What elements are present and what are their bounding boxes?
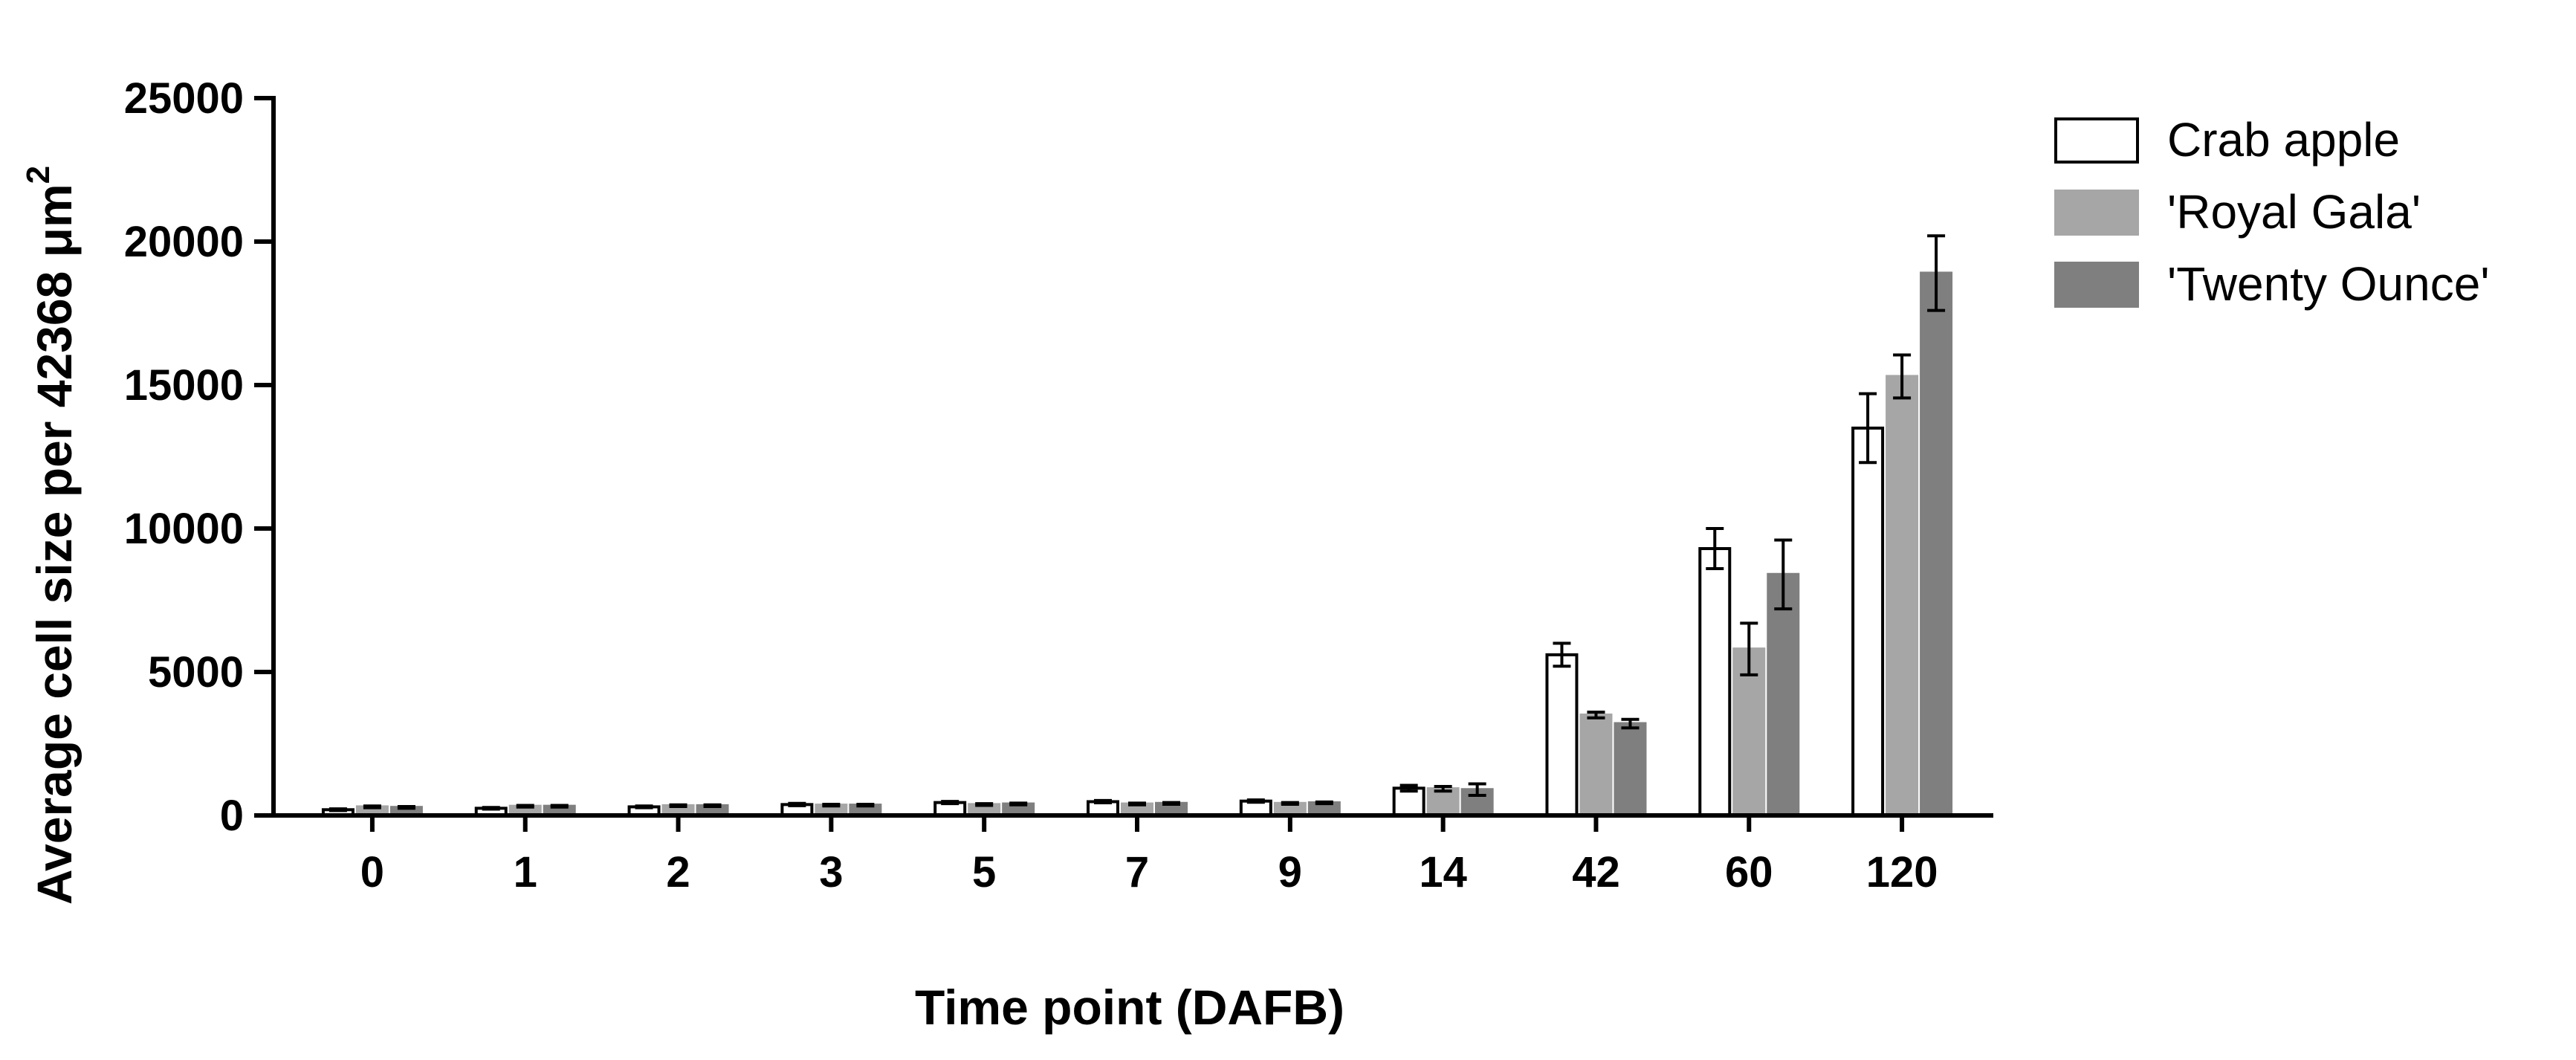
x-tick-label: 60 bbox=[1725, 848, 1773, 896]
y-tick-label: 0 bbox=[220, 792, 244, 840]
bar bbox=[1920, 271, 1953, 817]
legend-swatch bbox=[2054, 117, 2139, 164]
bar bbox=[1767, 572, 1800, 817]
x-tick-label: 7 bbox=[1125, 848, 1149, 896]
y-axis-title: Average cell size per 42368 μm2 bbox=[20, 166, 82, 905]
y-tick-label: 5000 bbox=[148, 648, 244, 697]
y-tick-label: 25000 bbox=[124, 74, 244, 123]
bars-layer bbox=[321, 271, 1953, 818]
y-axis-title-group: Average cell size per 42368 μm2 bbox=[20, 166, 82, 905]
legend-swatch bbox=[2054, 262, 2139, 308]
legend-label: 'Twenty Ounce' bbox=[2167, 257, 2490, 311]
bar bbox=[1851, 426, 1885, 817]
x-tick-label: 9 bbox=[1278, 848, 1302, 896]
y-tick-label: 20000 bbox=[124, 218, 244, 266]
x-tick-label: 120 bbox=[1866, 848, 1938, 896]
x-tick-label: 42 bbox=[1572, 848, 1620, 896]
x-tick-label: 5 bbox=[972, 848, 996, 896]
error-bars-layer bbox=[329, 234, 1946, 812]
x-tick-label: 2 bbox=[666, 848, 690, 896]
y-tick-label: 10000 bbox=[124, 505, 244, 553]
plot-area: 0 5000 10000 15000 20000 25000 0 1 2 3 5 7 9 14 42 60 1… bbox=[124, 74, 1993, 896]
bar bbox=[1614, 722, 1647, 817]
legend-label: Crab apple bbox=[2167, 113, 2400, 167]
y-axis-title-text: Average cell size per 42368 μm bbox=[27, 184, 82, 905]
legend: Crab apple 'Royal Gala' 'Twenty Ounce' bbox=[2054, 113, 2490, 311]
x-tick-label: 3 bbox=[819, 848, 843, 896]
legend-label: 'Royal Gala' bbox=[2167, 185, 2421, 239]
x-tick-label: 1 bbox=[514, 848, 537, 896]
legend-swatch bbox=[2054, 190, 2139, 236]
y-axis-title-superscript: 2 bbox=[20, 166, 56, 184]
bar bbox=[1886, 375, 1919, 818]
x-tick-label: 14 bbox=[1419, 848, 1467, 896]
bar bbox=[1579, 713, 1613, 818]
y-tick-label: 15000 bbox=[124, 361, 244, 410]
x-axis-title: Time point (DAFB) bbox=[915, 980, 1344, 1035]
y-axis-ticks: 0 5000 10000 15000 20000 25000 bbox=[124, 74, 274, 840]
bar bbox=[1426, 787, 1460, 818]
x-axis-ticks: 0 1 2 3 5 7 9 14 42 60 120 bbox=[360, 815, 1938, 896]
bar bbox=[1698, 547, 1732, 818]
bar bbox=[1545, 653, 1579, 818]
x-tick-label: 0 bbox=[360, 848, 384, 896]
